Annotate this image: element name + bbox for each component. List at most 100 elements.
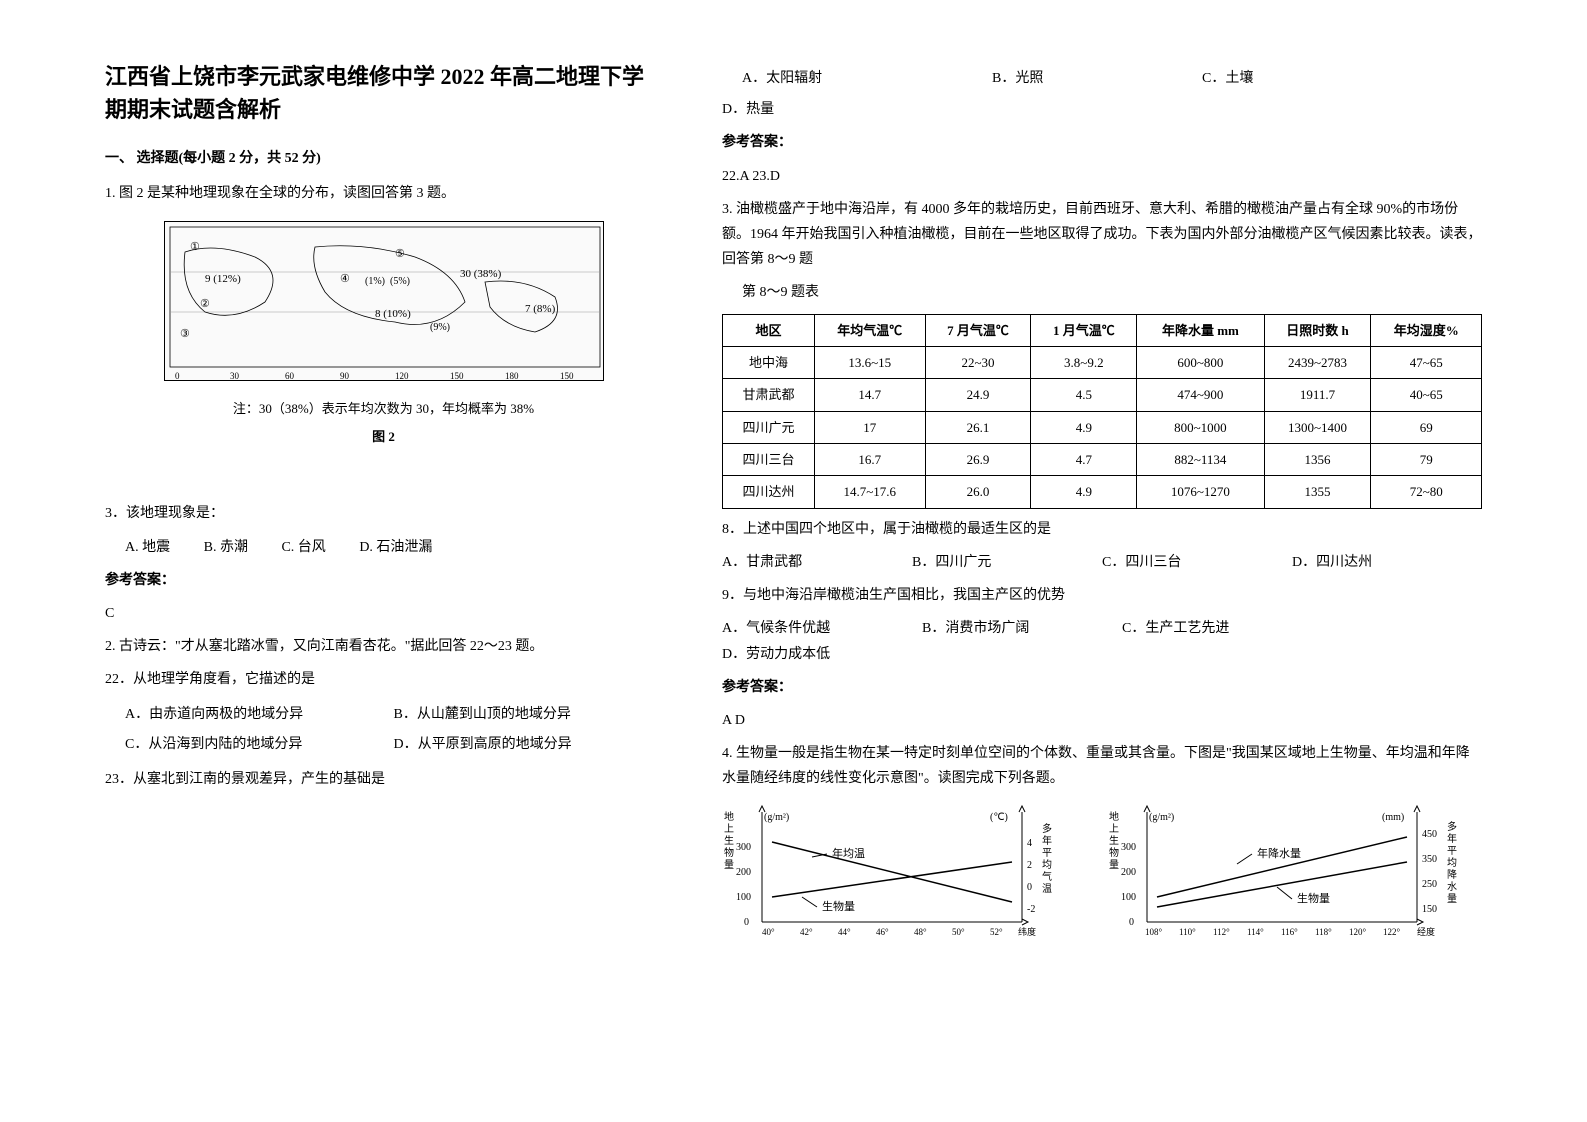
opt-b: B. 赤潮 — [204, 535, 248, 560]
table-cell: 26.9 — [925, 444, 1031, 476]
svg-text:250: 250 — [1422, 879, 1437, 890]
table-cell: 79 — [1371, 444, 1482, 476]
table-cell: 1356 — [1264, 444, 1371, 476]
table-cell: 甘肃武都 — [723, 379, 815, 411]
svg-text:温: 温 — [1042, 883, 1052, 895]
svg-text:0: 0 — [1027, 882, 1032, 893]
table-cell: 800~1000 — [1137, 411, 1264, 443]
svg-text:(5%): (5%) — [390, 276, 410, 287]
opt-c: C. 台风 — [281, 535, 325, 560]
table-header-cell: 年均湿度% — [1371, 314, 1482, 346]
svg-text:200: 200 — [736, 867, 751, 878]
right-column: A．太阳辐射 B．光照 C．土壤 D．热量 参考答案： 22.A 23.D 3.… — [692, 60, 1497, 1082]
svg-text:(9%): (9%) — [430, 322, 450, 333]
svg-text:300: 300 — [1121, 842, 1136, 853]
svg-text:200: 200 — [1121, 867, 1136, 878]
table-cell: 47~65 — [1371, 346, 1482, 378]
table-row: 地中海13.6~1522~303.8~9.2600~8002439~278347… — [723, 346, 1482, 378]
svg-text:116°: 116° — [1281, 927, 1298, 937]
q3-sub8-options: A．甘肃武都 B．四川广元 C．四川三台 D．四川达州 — [722, 550, 1482, 575]
svg-text:150: 150 — [1422, 904, 1437, 915]
svg-text:(g/m²): (g/m²) — [1149, 812, 1174, 823]
q3-sub8: 8．上述中国四个地区中，属于油橄榄的最适生区的是 — [722, 517, 1482, 542]
opt-d: D．热量 — [722, 97, 842, 122]
fig-caption: 图 2 — [105, 425, 662, 448]
table-cell: 474~900 — [1137, 379, 1264, 411]
q2-sub23-options2: D．热量 — [722, 97, 1482, 122]
table-cell: 1355 — [1264, 476, 1371, 508]
q1-ans: C — [105, 601, 662, 626]
svg-text:90: 90 — [340, 371, 350, 381]
table-header-row: 地区年均气温℃7 月气温℃1 月气温℃年降水量 mm日照时数 h年均湿度% — [723, 314, 1482, 346]
q3-sub9-options: A．气候条件优越 B．消费市场广阔 C．生产工艺先进 D．劳动力成本低 — [722, 616, 1482, 666]
left-column: 江西省上饶市李元武家电维修中学 2022 年高二地理下学期期末试题含解析 一、 … — [90, 60, 692, 1082]
table-cell: 地中海 — [723, 346, 815, 378]
svg-text:年降水量: 年降水量 — [1257, 846, 1301, 860]
svg-text:450: 450 — [1422, 829, 1437, 840]
table-header-cell: 日照时数 h — [1264, 314, 1371, 346]
svg-text:(mm): (mm) — [1382, 812, 1404, 823]
table-cell: 72~80 — [1371, 476, 1482, 508]
svg-text:0: 0 — [744, 917, 749, 928]
opt-d: D．从平原到高原的地域分异 — [394, 730, 663, 759]
opt-a: A．太阳辐射 — [742, 66, 962, 91]
table-cell: 26.0 — [925, 476, 1031, 508]
q4-stem: 4. 生物量一般是指生物在某一特定时刻单位空间的个体数、重量或其含量。下图是"我… — [722, 741, 1482, 791]
table-cell: 4.9 — [1031, 411, 1137, 443]
svg-text:生: 生 — [724, 834, 734, 847]
map-note: 注：30（38%）表示年均次数为 30，年均概率为 38% — [105, 397, 662, 420]
opt-a: A. 地震 — [125, 535, 170, 560]
svg-text:52°: 52° — [990, 927, 1003, 937]
svg-text:114°: 114° — [1247, 927, 1264, 937]
climate-table: 地区年均气温℃7 月气温℃1 月气温℃年降水量 mm日照时数 h年均湿度% 地中… — [722, 314, 1482, 509]
svg-text:150: 150 — [450, 371, 464, 381]
svg-text:经度: 经度 — [1417, 926, 1435, 937]
svg-text:③: ③ — [180, 328, 190, 340]
svg-text:量: 量 — [1109, 859, 1119, 871]
table-row: 四川达州14.7~17.626.04.91076~1270135572~80 — [723, 476, 1482, 508]
svg-text:46°: 46° — [876, 927, 889, 937]
svg-text:平: 平 — [1447, 846, 1457, 857]
svg-text:350: 350 — [1422, 854, 1437, 865]
svg-text:180: 180 — [505, 371, 519, 381]
svg-text:100: 100 — [1121, 892, 1136, 903]
table-cell: 600~800 — [1137, 346, 1264, 378]
svg-text:生: 生 — [1109, 834, 1119, 847]
q3-sub9: 9．与地中海沿岸橄榄油生产国相比，我国主产区的优势 — [722, 583, 1482, 608]
opt-d: D．四川达州 — [1292, 550, 1452, 575]
opt-b: B．四川广元 — [912, 550, 1072, 575]
svg-text:108°: 108° — [1145, 927, 1163, 937]
svg-text:多: 多 — [1042, 822, 1052, 835]
svg-text:(℃): (℃) — [990, 812, 1008, 823]
svg-text:112°: 112° — [1213, 927, 1230, 937]
table-cell: 13.6~15 — [815, 346, 925, 378]
table-cell: 1911.7 — [1264, 379, 1371, 411]
svg-text:年: 年 — [1447, 832, 1457, 845]
opt-c: C．四川三台 — [1102, 550, 1262, 575]
svg-text:年均温: 年均温 — [832, 846, 865, 860]
q2-sub23-options: A．太阳辐射 B．光照 C．土壤 — [742, 66, 1482, 91]
table-cell: 1300~1400 — [1264, 411, 1371, 443]
opt-a: A．甘肃武都 — [722, 550, 882, 575]
svg-text:40°: 40° — [762, 927, 775, 937]
svg-text:50°: 50° — [952, 927, 965, 937]
q4-charts: 0 100 200 300 -2 0 2 4 40° 42° 44° 46° 4… — [722, 802, 1482, 942]
table-cell: 四川广元 — [723, 411, 815, 443]
svg-text:(1%): (1%) — [365, 276, 385, 287]
q3-ans: A D — [722, 708, 1482, 733]
q1-ans-label: 参考答案： — [105, 568, 662, 593]
opt-b: B．消费市场广阔 — [922, 616, 1092, 641]
svg-text:地: 地 — [1109, 810, 1119, 823]
svg-text:气: 气 — [1042, 870, 1052, 883]
opt-c: C．土壤 — [1202, 66, 1322, 91]
exam-title: 江西省上饶市李元武家电维修中学 2022 年高二地理下学期期末试题含解析 — [105, 60, 662, 126]
svg-text:120°: 120° — [1349, 927, 1367, 937]
svg-text:-2: -2 — [1027, 904, 1035, 915]
svg-text:物: 物 — [1109, 846, 1119, 859]
svg-text:均: 均 — [1042, 859, 1052, 871]
svg-text:降: 降 — [1447, 868, 1457, 881]
q3-stem: 3. 油橄榄盛产于地中海沿岸，有 4000 多年的栽培历史，目前西班牙、意大利、… — [722, 197, 1482, 273]
table-cell: 3.8~9.2 — [1031, 346, 1137, 378]
table-cell: 16.7 — [815, 444, 925, 476]
svg-text:量: 量 — [1447, 893, 1457, 905]
